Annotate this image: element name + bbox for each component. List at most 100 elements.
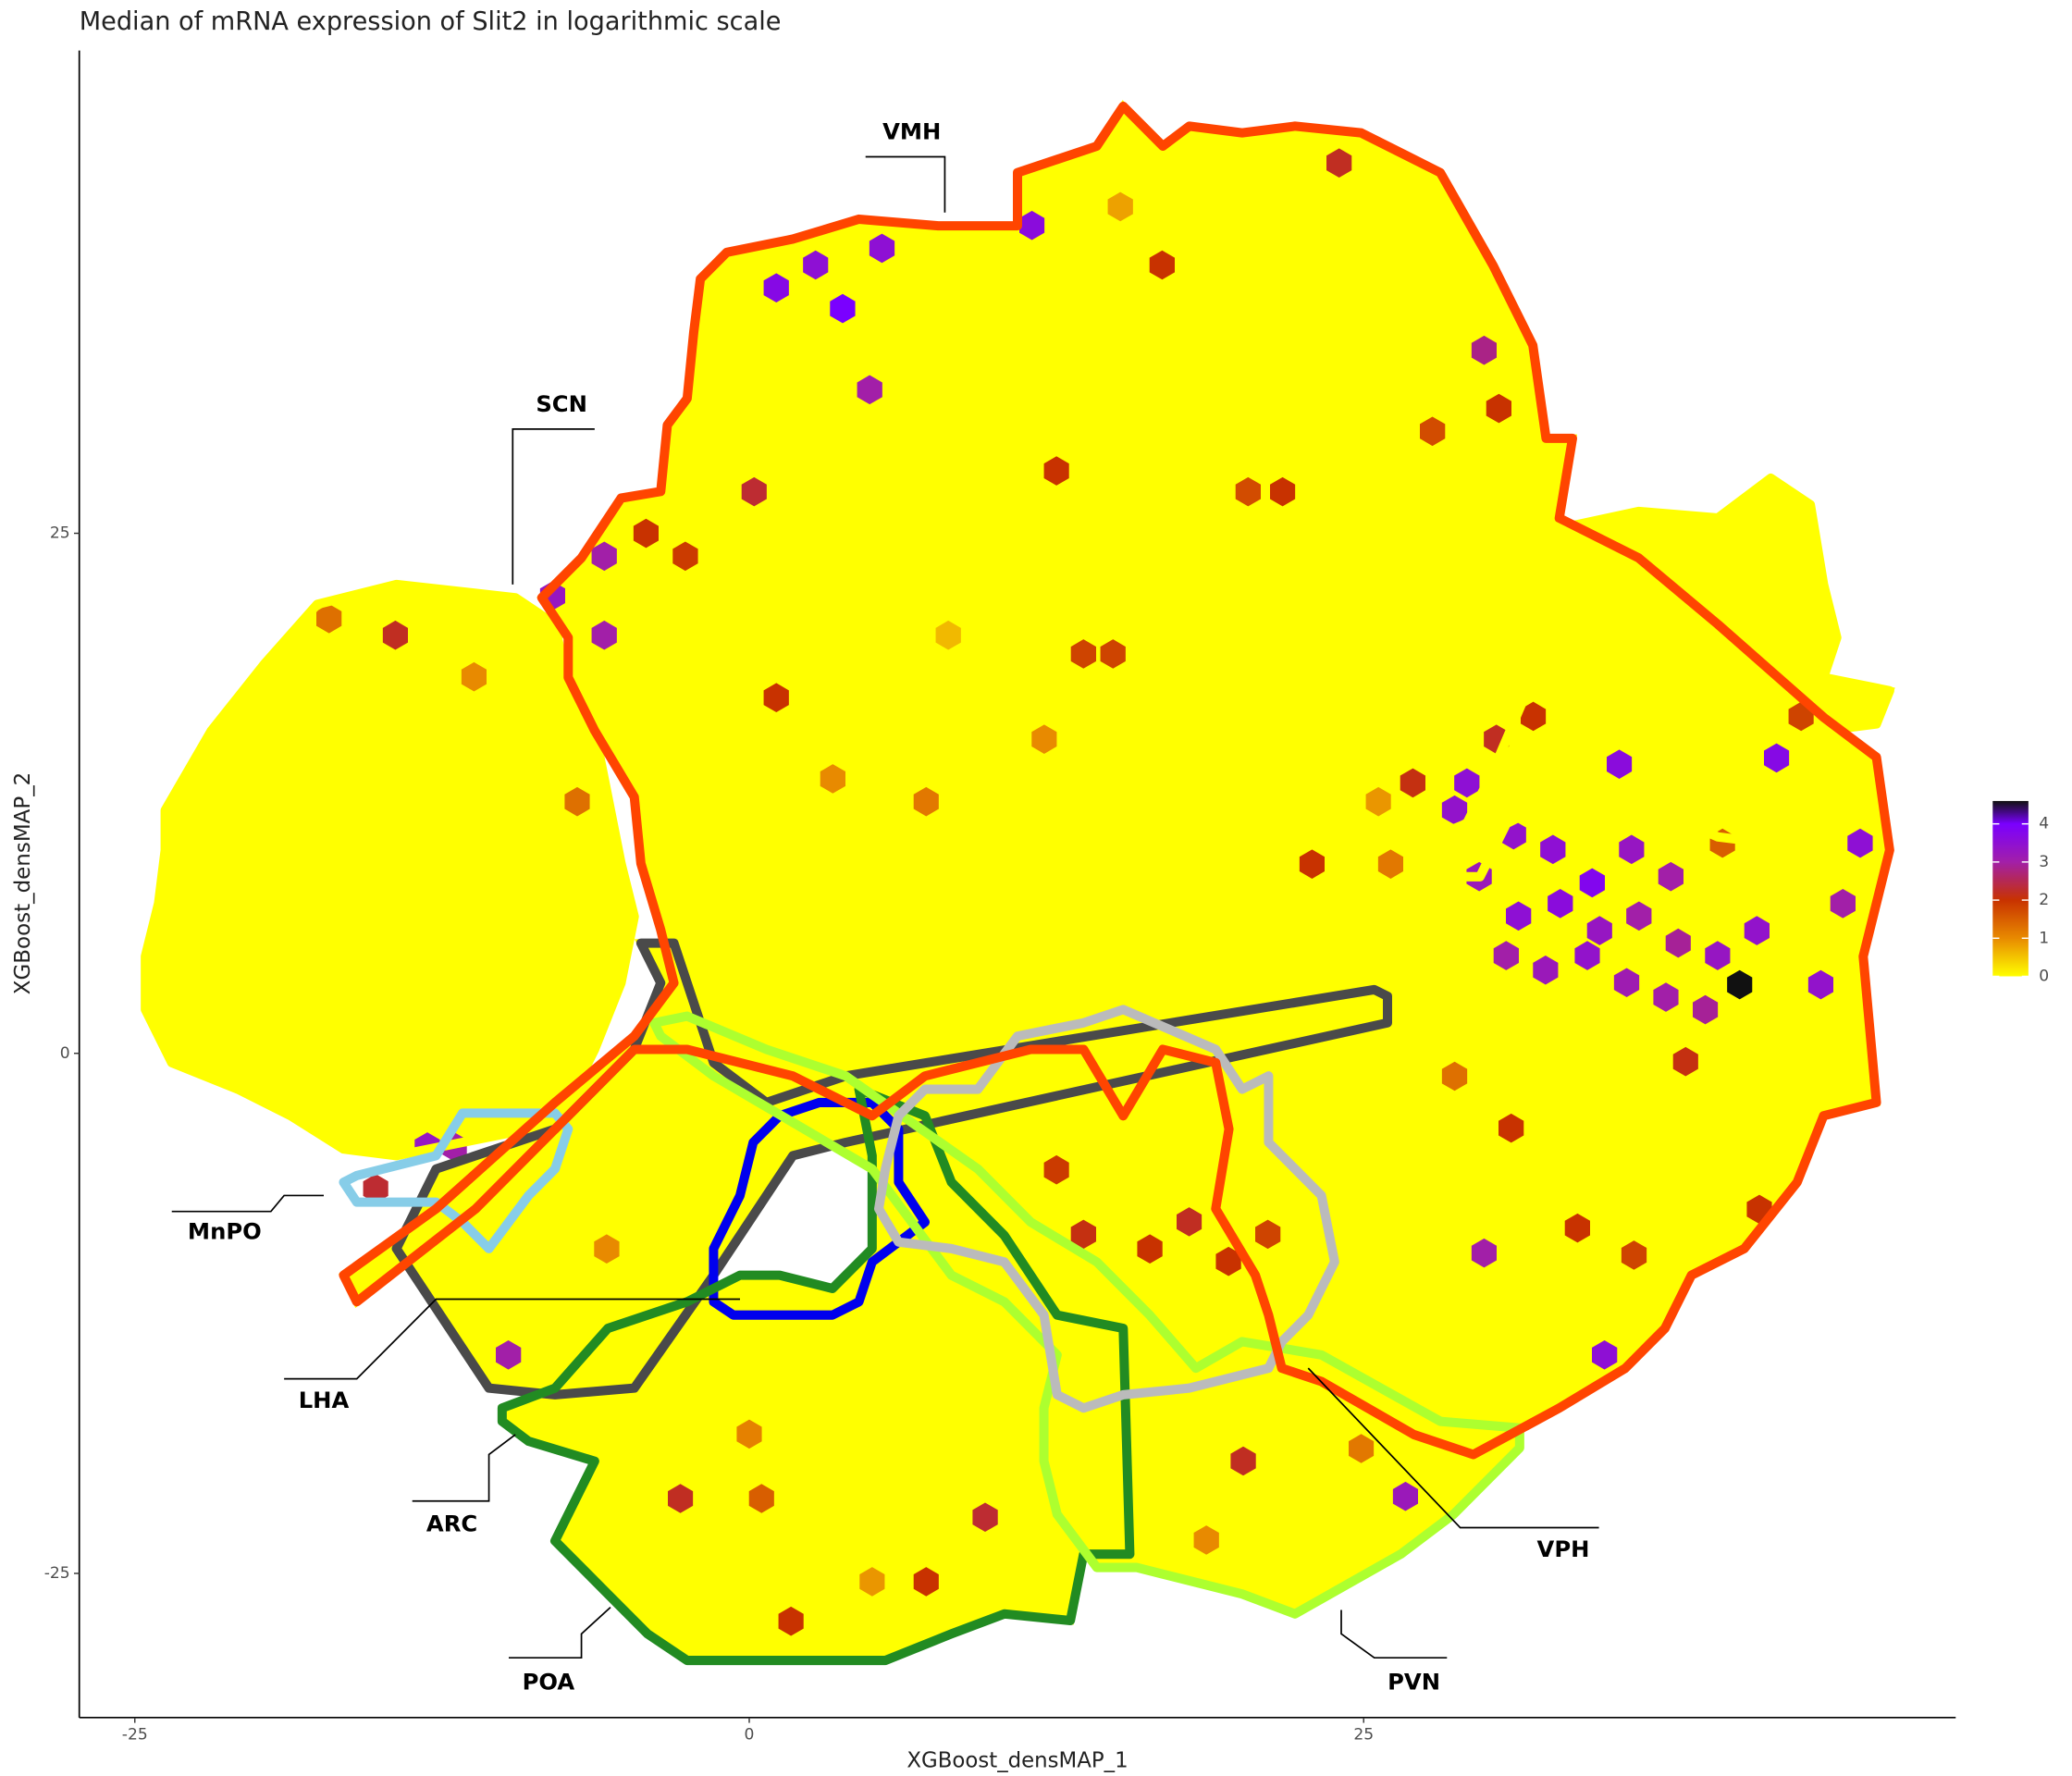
hexbin [913,1567,939,1597]
hexbin [1626,901,1652,931]
region-label: SCN [536,390,587,417]
hexbin [1548,889,1573,919]
hexbin [1400,768,1425,798]
hexbin [668,1484,694,1513]
hexbin [1215,1246,1241,1276]
hexbin [1591,1339,1618,1370]
hexbin [1705,941,1731,970]
hexbin [1613,968,1640,998]
hexbin [461,661,487,692]
hexbin [1454,768,1480,798]
hexbin [1586,916,1612,945]
hexbin [972,1502,998,1533]
colorbar-tick-label: 3 [2039,853,2049,871]
x-tick-label: -25 [122,1725,148,1744]
hexbin [1619,834,1645,865]
hexbin [1043,1154,1069,1185]
hexbin [1764,743,1790,773]
leader-line [171,1194,324,1213]
hexbin [1672,1046,1698,1077]
hexbin [778,1606,804,1636]
hexbin [594,1234,620,1264]
hexbin [1727,969,1753,1000]
hexbin [1031,724,1057,754]
hexbins [316,148,1873,1636]
hexbin [1149,250,1175,280]
hexbin [820,764,845,794]
hexbin [857,375,882,405]
hexbin [382,620,409,650]
y-tick-label: -25 [44,1564,70,1583]
hexbin [1377,849,1403,879]
hexbin [1270,476,1296,507]
colorbar-tick-label: 2 [2039,891,2049,909]
hexbin [1420,416,1446,447]
leader-line [512,427,595,585]
hexbin [1486,393,1512,424]
hexbin [1365,786,1391,817]
y-axis-label: XGBoost_densMAP_2 [11,772,35,995]
hexbin [1665,928,1691,958]
hexbin [1493,941,1519,970]
hexbin [859,1567,885,1597]
hexbin [1533,955,1559,985]
leader-line [284,1298,740,1380]
hexbin [591,541,617,572]
colorbar [1992,800,2029,977]
hexbin [1498,1113,1524,1143]
hexbin [1100,639,1126,669]
chart-title: Median of mRNA expression of Slit2 in lo… [80,7,782,36]
hexbin [763,683,789,713]
hexbin [1177,1207,1202,1237]
hexbin [496,1339,522,1370]
y-tick-label: 0 [60,1044,70,1063]
hexbin [1847,828,1873,858]
hexbin [1744,916,1770,945]
hexbin [1326,148,1352,178]
hexbin [363,1174,388,1203]
hexbin [1299,849,1325,879]
leader-line [412,1434,516,1502]
hexbin [564,786,590,817]
hexbin [869,233,895,264]
colorbar-tick-label: 1 [2039,929,2049,947]
leader-line [865,155,946,213]
hexbin [1019,210,1045,240]
hexbin [1607,749,1633,779]
y-tick-label: 25 [50,524,70,543]
hexbin [1349,1434,1375,1463]
leader-line [1340,1610,1448,1659]
colorbar-tick-label: 4 [2039,815,2049,833]
hexbin [1235,476,1261,507]
hexbin [1255,1219,1281,1250]
hexbin [803,250,829,280]
hexbin [1574,941,1600,970]
hexbin [736,1419,762,1449]
hexbin [1579,868,1605,898]
x-tick-label: 0 [745,1725,755,1744]
hexbin [1653,982,1679,1012]
hexbin [1137,1234,1163,1264]
region-label: VMH [882,118,941,145]
hexbin [763,273,789,302]
x-tick-label: 25 [1353,1725,1374,1744]
hexbin [1471,1238,1497,1268]
hexbin [1658,861,1684,892]
hexbin [1621,1240,1647,1270]
hexbin [1392,1481,1418,1511]
hexbin [1521,701,1547,732]
hexbin [1471,335,1497,365]
expression-area [145,106,1890,1660]
hexbin [633,518,659,549]
region-label: MnPO [188,1218,262,1245]
region-labels: VMH SCN MnPO LHA ARC POA VPH PVN [171,118,1599,1696]
leader-line [509,1606,611,1659]
region-label: PVN [1388,1668,1440,1695]
hexbin [1107,191,1133,222]
hexbin [1693,994,1719,1025]
region-label: LHA [299,1387,350,1413]
hexbin [913,786,939,817]
leader-line [1307,1367,1599,1529]
hexbin [1564,1213,1591,1243]
